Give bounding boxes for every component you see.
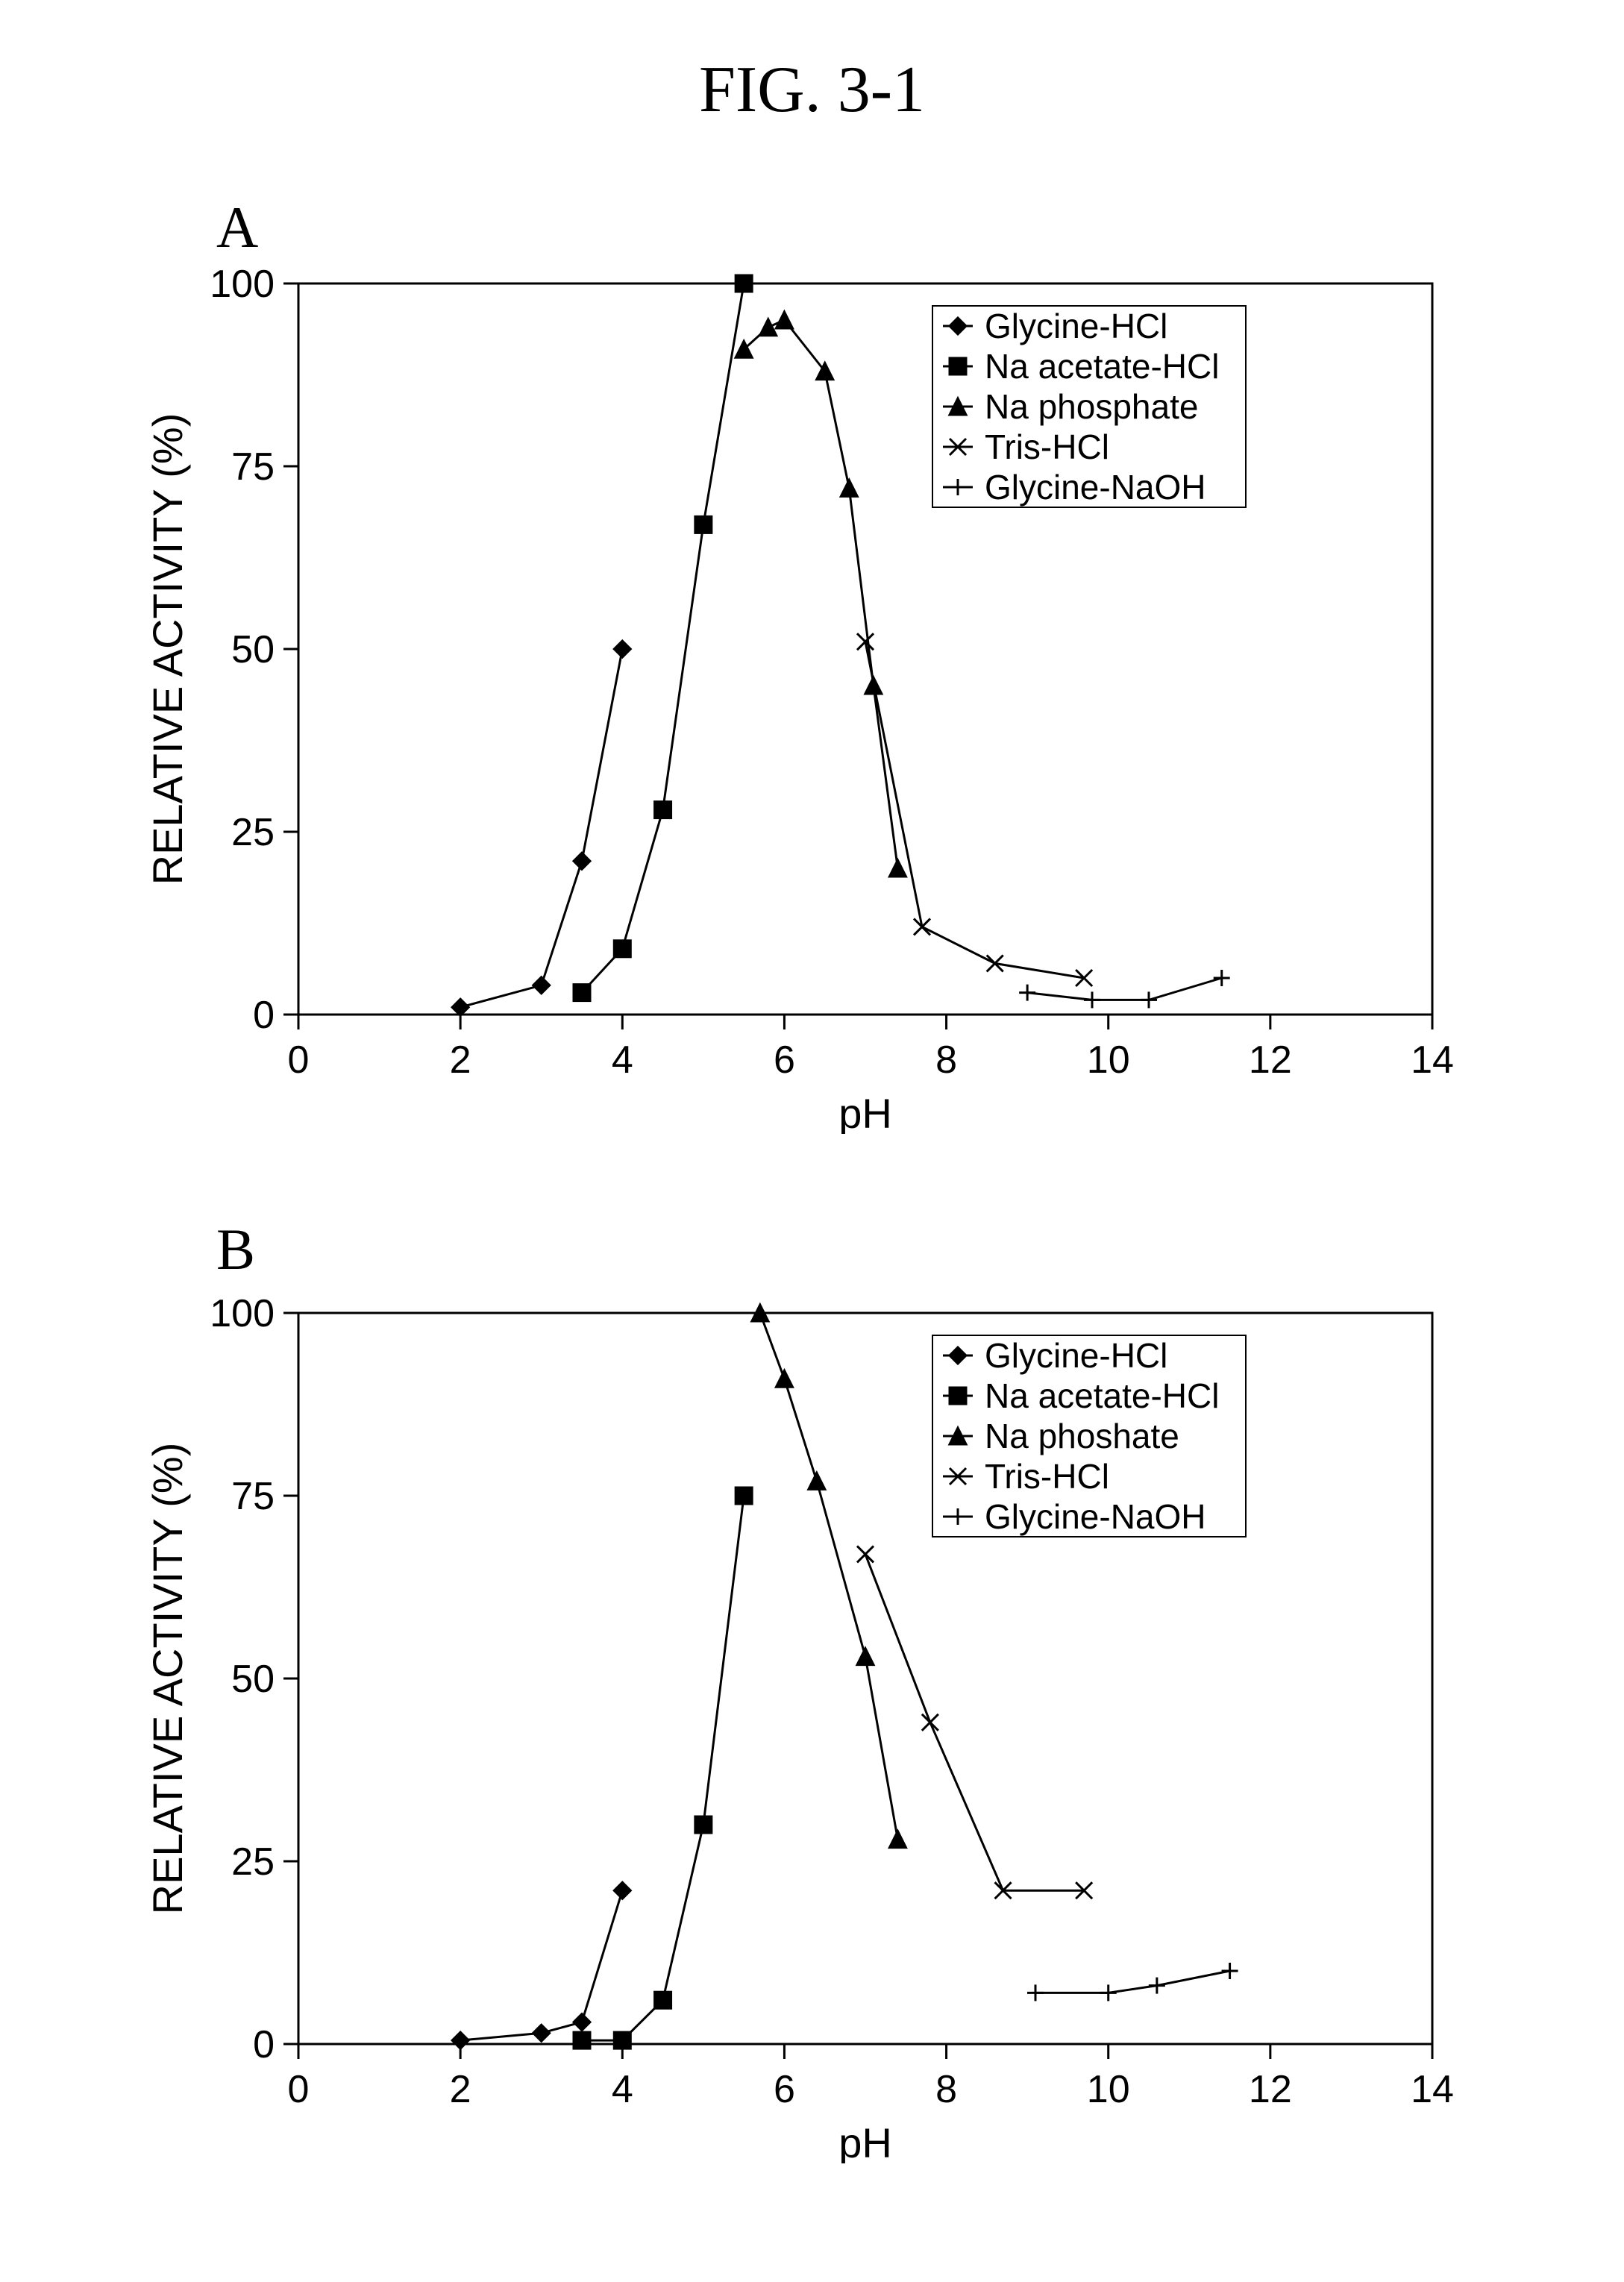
series-marker — [1084, 991, 1100, 1008]
legend-label: Glycine-HCl — [985, 1336, 1167, 1375]
y-tick-label: 25 — [231, 811, 275, 854]
x-tick-label: 10 — [1087, 2068, 1130, 2111]
x-tick-label: 12 — [1249, 1038, 1292, 1082]
legend-label: Glycine-NaOH — [985, 1497, 1206, 1536]
y-tick-label: 0 — [253, 2023, 275, 2066]
series-marker — [533, 977, 550, 994]
series-line — [582, 1496, 744, 2040]
series-marker — [1019, 985, 1035, 1001]
series-marker — [1222, 1963, 1238, 1979]
x-tick-label: 6 — [774, 2068, 795, 2111]
series-marker — [574, 985, 590, 1001]
series-marker — [1141, 991, 1157, 1008]
series-marker — [857, 1649, 874, 1665]
series-marker — [614, 2032, 630, 2049]
plot-border — [298, 283, 1432, 1015]
y-axis-label: RELATIVE ACTIVITY (%) — [144, 413, 191, 885]
x-axis-label: pH — [838, 2119, 892, 2163]
series-marker — [695, 516, 712, 533]
panel-label-a: A — [216, 194, 258, 261]
series-marker — [914, 918, 930, 935]
series-marker — [889, 1831, 906, 1848]
series-line — [760, 1313, 898, 1840]
x-tick-label: 14 — [1411, 1038, 1454, 1082]
x-tick-label: 10 — [1087, 1038, 1130, 1082]
y-tick-label: 100 — [210, 1292, 275, 1335]
x-tick-label: 0 — [288, 2068, 310, 2111]
series-marker — [655, 1992, 671, 2008]
series-marker — [857, 1546, 874, 1562]
series-marker — [655, 802, 671, 818]
series-marker — [452, 2032, 468, 2049]
series-marker — [574, 853, 590, 869]
x-tick-label: 2 — [450, 1038, 471, 1082]
x-tick-label: 2 — [450, 2068, 471, 2111]
legend-label: Glycine-HCl — [985, 307, 1167, 345]
series-marker — [614, 941, 630, 957]
y-tick-label: 50 — [231, 628, 275, 671]
y-tick-label: 75 — [231, 1475, 275, 1518]
y-tick-label: 50 — [231, 1658, 275, 1701]
legend-label: Tris-HCl — [985, 427, 1109, 466]
x-tick-label: 4 — [612, 1038, 633, 1082]
series-marker — [614, 641, 630, 657]
x-tick-label: 6 — [774, 1038, 795, 1082]
series-marker — [533, 2025, 550, 2041]
legend-label: Glycine-NaOH — [985, 468, 1206, 507]
series-marker — [1027, 1984, 1044, 2001]
series-marker — [736, 1488, 752, 1504]
series-line — [744, 320, 897, 868]
series-marker — [614, 1882, 630, 1899]
y-tick-label: 100 — [210, 263, 275, 306]
plot-border — [298, 1313, 1432, 2044]
series-marker — [776, 1370, 792, 1387]
chart-panel-a: 0 2 4 6 8 10 12 14 pH 0 25 50 75 100 RELATIVE ACTIVITY… — [134, 254, 1492, 1134]
panel-label-b: B — [216, 1216, 255, 1283]
y-tick-label: 25 — [231, 1840, 275, 1884]
legend-label: Tris-HCl — [985, 1457, 1109, 1496]
figure-title: FIG. 3-1 — [0, 52, 1624, 128]
series-marker — [760, 319, 777, 336]
series-marker — [1100, 1984, 1117, 2001]
series-marker — [574, 2014, 590, 2031]
series-marker — [736, 275, 752, 292]
x-tick-label: 8 — [935, 1038, 957, 1082]
y-axis-label: RELATIVE ACTIVITY (%) — [144, 1443, 191, 1915]
legend-label: Na acetate-HCl — [985, 1376, 1219, 1415]
series-marker — [1214, 970, 1230, 986]
x-tick-label: 8 — [935, 2068, 957, 2111]
series-marker — [841, 480, 857, 496]
series-marker — [574, 2032, 590, 2049]
x-tick-label: 4 — [612, 2068, 633, 2111]
series-marker — [1149, 1978, 1165, 1994]
x-axis-label: pH — [838, 1090, 892, 1134]
y-tick-label: 0 — [253, 994, 275, 1037]
series-marker — [857, 633, 874, 650]
legend-label: Na acetate-HCl — [985, 347, 1219, 386]
x-tick-label: 0 — [288, 1038, 310, 1082]
x-tick-label: 14 — [1411, 2068, 1454, 2111]
legend-marker — [950, 358, 966, 374]
series-marker — [809, 1473, 825, 1489]
series-line — [582, 283, 744, 993]
series-line — [1035, 1971, 1230, 1993]
series-line — [460, 649, 622, 1007]
legend-label: Na phoshate — [985, 1417, 1179, 1455]
chart-panel-b: 0 2 4 6 8 10 12 14 pH 0 25 50 75 100 RELATIVE ACTIVITY… — [134, 1283, 1492, 2163]
series-marker — [922, 1714, 938, 1731]
series-line — [865, 642, 1084, 978]
series-line — [460, 1890, 622, 2040]
y-tick-label: 75 — [231, 445, 275, 489]
series-marker — [452, 999, 468, 1015]
series-marker — [695, 1816, 712, 1833]
series-line — [1027, 978, 1222, 1000]
series-marker — [776, 312, 792, 328]
legend-label: Na phosphate — [985, 387, 1198, 426]
series-marker — [889, 860, 906, 877]
legend-marker — [950, 1388, 966, 1404]
x-tick-label: 12 — [1249, 2068, 1292, 2111]
